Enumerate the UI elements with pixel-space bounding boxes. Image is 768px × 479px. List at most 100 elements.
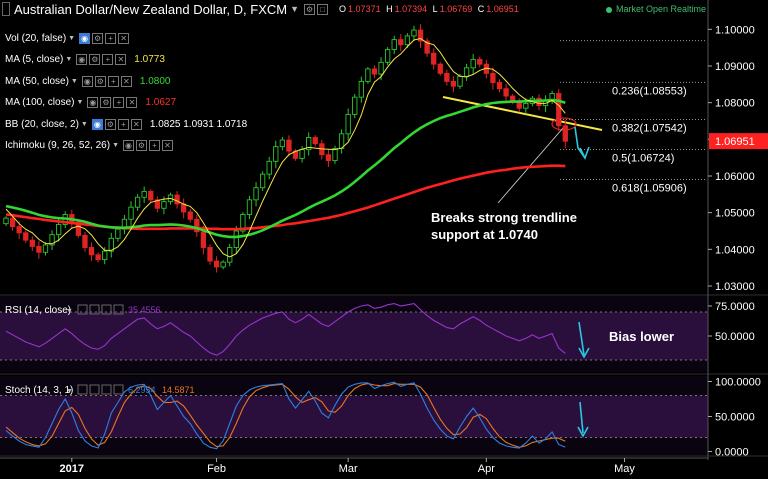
settings-icon[interactable]: ⚙ <box>94 75 106 87</box>
fib-level-label: 0.618(1.05906) <box>612 182 687 194</box>
bias-annotation: Bias lower <box>609 329 674 344</box>
candle-body <box>75 221 82 236</box>
settings-icon[interactable]: ⚙ <box>92 32 104 44</box>
eye-icon[interactable]: ◉ <box>76 54 88 65</box>
market-status: Market Open Realtime <box>605 4 706 14</box>
indicator-label: Vol (20, false) <box>5 32 67 44</box>
add-icon[interactable]: + <box>105 32 117 44</box>
indicator-label: MA (50, close) <box>5 75 69 87</box>
candle-body <box>384 49 391 63</box>
x-tick-label: Feb <box>207 463 226 475</box>
candle-body <box>444 72 450 82</box>
eye-icon[interactable]: ◉ <box>81 75 93 87</box>
y-tick-label: 1.10000 <box>715 24 755 36</box>
add-icon[interactable]: + <box>113 97 125 108</box>
indicator-label: MA (5, close) <box>5 54 64 65</box>
candle-body <box>194 218 200 233</box>
flag-icon <box>2 2 10 16</box>
toggle-icon[interactable]: □ <box>317 3 329 15</box>
x-tick-label: 2017 <box>60 463 84 475</box>
candle-body <box>36 245 42 253</box>
candle-body <box>398 39 404 46</box>
close-icon[interactable]: ✕ <box>118 32 130 44</box>
candle-body <box>411 29 417 37</box>
candle-body <box>391 39 397 50</box>
chart-title[interactable]: Australian Dollar/New Zealand Dollar, D,… <box>14 1 288 17</box>
pane-title: Stoch (14, 3, 1) <box>5 385 73 396</box>
eye-icon[interactable]: ◉ <box>91 118 103 130</box>
chevron-down-icon[interactable]: ▼ <box>65 56 73 63</box>
down-arrow-stoch <box>579 401 584 434</box>
add-icon[interactable]: + <box>117 118 129 130</box>
add-icon[interactable]: + <box>107 75 119 87</box>
candle-body <box>82 234 88 248</box>
eye-icon[interactable]: ◉ <box>87 97 99 108</box>
candle-body <box>55 223 62 236</box>
down-arrow-stoch-head <box>577 426 589 438</box>
moving-averages <box>5 37 566 258</box>
candle-body <box>306 137 312 151</box>
close-icon[interactable]: ✕ <box>162 140 173 151</box>
y-tick-label: 1.09000 <box>715 61 755 73</box>
candle-body <box>200 231 207 248</box>
eye-icon[interactable]: ◉ <box>123 140 134 151</box>
ma5-line <box>5 37 566 258</box>
candle-body <box>496 82 503 90</box>
chevron-down-icon[interactable]: ▼ <box>80 120 88 128</box>
candle-body <box>490 72 496 83</box>
close-icon[interactable]: ✕ <box>126 97 138 108</box>
candle-body <box>299 149 305 159</box>
down-arrow-rsi <box>578 321 585 356</box>
down-arrow-price-head <box>579 146 590 161</box>
indicator-row[interactable]: MA (5, close) ▼ ◉ ⚙ + ✕ 1.0773 <box>5 53 165 67</box>
chevron-down-icon[interactable]: ▼ <box>112 142 119 149</box>
candle-body <box>187 211 193 220</box>
indicator-row[interactable]: MA (100, close) ▼ ◉ ⚙ + ✕ 1.0627 <box>5 96 176 110</box>
candle-body <box>457 75 463 87</box>
candle-body <box>332 148 338 162</box>
candle-body <box>404 35 411 46</box>
pane-legend: RSI (14, close)▼ 35.4556 <box>5 304 161 316</box>
indicator-row[interactable]: Vol (20, false) ▼ ◉ ⚙ + ✕ <box>5 31 131 45</box>
x-tick-label: Mar <box>339 463 358 475</box>
x-tick-label: May <box>614 463 635 475</box>
eye-icon[interactable]: ◉ <box>79 32 91 44</box>
settings-icon[interactable]: ⚙ <box>89 54 101 65</box>
settings-icon[interactable]: ⚙ <box>104 118 116 130</box>
pane-button-icon <box>89 384 100 395</box>
indicator-row[interactable]: BB (20, close, 2) ▼ ◉ ⚙ + ✕ 1.0825 1.0931 1.07… <box>5 117 247 131</box>
chevron-down-icon[interactable]: ▼ <box>70 77 78 85</box>
candle-body <box>273 146 279 162</box>
chevron-down-icon[interactable]: ▼ <box>290 4 300 14</box>
rsi-tick-label: 50.0000 <box>715 331 755 343</box>
add-icon[interactable]: + <box>149 140 160 151</box>
fib-level-label: 0.382(1.07542) <box>612 122 687 134</box>
pane-button-icon <box>89 304 100 315</box>
indicator-row[interactable]: Ichimoku (9, 26, 52, 26) ▼ ◉ ⚙ + ✕ <box>5 139 175 153</box>
settings-icon[interactable]: ⚙ <box>100 97 112 108</box>
candle-body <box>29 239 35 247</box>
pane-button-icon <box>101 304 112 315</box>
close-icon[interactable]: ✕ <box>120 75 132 87</box>
close-icon[interactable]: ✕ <box>115 54 127 65</box>
close-icon[interactable]: ✕ <box>130 118 142 130</box>
candle-body <box>227 247 233 263</box>
settings-icon[interactable]: ⚙ <box>304 3 316 15</box>
settings-icon[interactable]: ⚙ <box>136 140 147 151</box>
chevron-down-icon[interactable]: ▼ <box>76 99 84 106</box>
indicator-row[interactable]: MA (50, close) ▼ ◉ ⚙ + ✕ 1.0800 <box>5 74 170 88</box>
candle-body <box>115 228 121 239</box>
stoch-pane <box>5 381 566 450</box>
candle-body <box>279 139 286 148</box>
candle-body <box>148 190 154 201</box>
add-icon[interactable]: + <box>102 54 114 65</box>
candle-body <box>358 80 364 98</box>
pane-value: 14.5871 <box>162 385 195 395</box>
candle-body <box>213 260 220 268</box>
chevron-down-icon[interactable]: ▼ <box>68 34 76 42</box>
y-tick-label: 1.05000 <box>715 208 755 220</box>
indicator-value: 1.0627 <box>145 97 177 108</box>
down-arrow-rsi-head <box>578 347 590 359</box>
candle-body <box>134 196 141 208</box>
